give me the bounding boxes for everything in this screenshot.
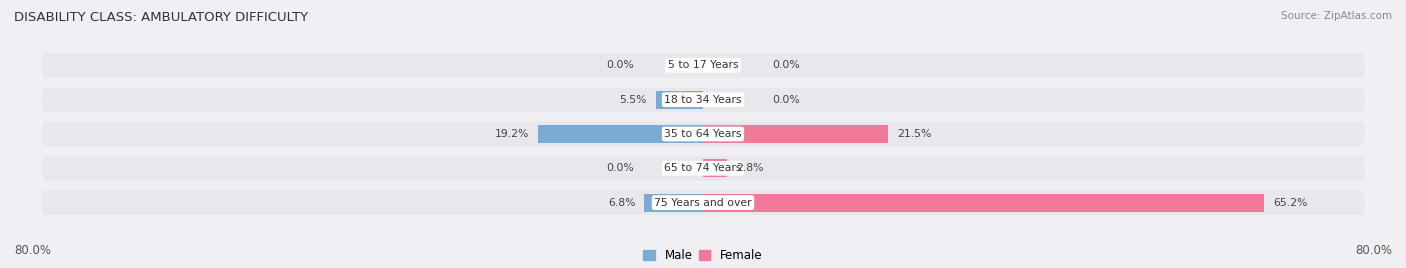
Text: 6.8%: 6.8% (609, 198, 636, 208)
Text: 80.0%: 80.0% (14, 244, 51, 257)
Text: 5 to 17 Years: 5 to 17 Years (668, 60, 738, 70)
Text: 19.2%: 19.2% (495, 129, 529, 139)
Bar (703, 194, 1264, 211)
Bar (655, 91, 703, 109)
Text: 2.8%: 2.8% (735, 163, 763, 173)
FancyBboxPatch shape (42, 156, 1364, 181)
Text: 0.0%: 0.0% (606, 60, 634, 70)
Text: Source: ZipAtlas.com: Source: ZipAtlas.com (1281, 11, 1392, 21)
Text: 18 to 34 Years: 18 to 34 Years (664, 95, 742, 105)
Legend: Male, Female: Male, Female (644, 249, 762, 262)
Text: 65 to 74 Years: 65 to 74 Years (664, 163, 742, 173)
Text: DISABILITY CLASS: AMBULATORY DIFFICULTY: DISABILITY CLASS: AMBULATORY DIFFICULTY (14, 11, 308, 24)
FancyBboxPatch shape (42, 122, 1364, 146)
Text: 0.0%: 0.0% (772, 95, 800, 105)
FancyBboxPatch shape (42, 190, 1364, 215)
Text: 75 Years and over: 75 Years and over (654, 198, 752, 208)
Bar (537, 125, 703, 143)
Text: 0.0%: 0.0% (606, 163, 634, 173)
Text: 0.0%: 0.0% (772, 60, 800, 70)
Bar (703, 125, 889, 143)
Text: 5.5%: 5.5% (620, 95, 647, 105)
Bar (703, 159, 727, 177)
FancyBboxPatch shape (42, 87, 1364, 112)
Text: 65.2%: 65.2% (1272, 198, 1308, 208)
Text: 21.5%: 21.5% (897, 129, 931, 139)
Bar (644, 194, 703, 211)
FancyBboxPatch shape (42, 53, 1364, 78)
Text: 80.0%: 80.0% (1355, 244, 1392, 257)
Text: 35 to 64 Years: 35 to 64 Years (664, 129, 742, 139)
